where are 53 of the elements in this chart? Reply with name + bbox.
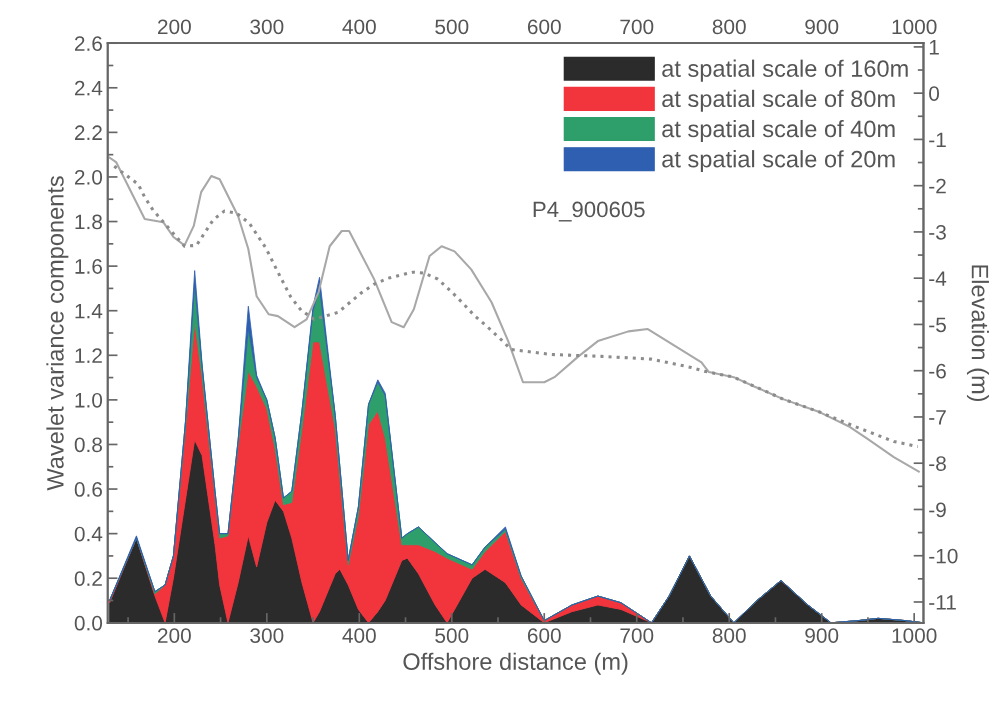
y2-axis-title: Elevation (m): [966, 265, 989, 402]
legend-label: at spatial scale of 20m: [662, 150, 895, 173]
x-tick-label: 1000: [892, 628, 937, 643]
y-tick-label: 0.2: [74, 571, 102, 586]
y-tick-label: 2.6: [74, 36, 102, 51]
legend-label: at spatial scale of 40m: [662, 119, 895, 142]
x2-tick-label: 600: [527, 19, 561, 35]
y2-tick-label: -11: [929, 595, 956, 610]
x2-tick-label: 700: [620, 19, 654, 35]
y-tick-label: 2.0: [74, 169, 103, 185]
y2-tick-label: -9: [929, 502, 946, 518]
y2-tick-label: -8: [929, 456, 946, 471]
y-tick-label: 0.0: [74, 615, 103, 631]
x2-tick-label: 500: [435, 19, 469, 35]
x-tick-label: 700: [620, 628, 654, 643]
x2-tick-label: 200: [158, 19, 191, 35]
y-tick-label: 2.4: [74, 80, 103, 96]
y-tick-label: 1.2: [75, 348, 102, 363]
y2-tick-label: -10: [929, 548, 958, 564]
y-tick-label: 0.6: [74, 482, 102, 497]
x-tick-label: 800: [712, 628, 746, 643]
x-tick-label: 900: [805, 628, 839, 643]
x2-tick-label: 800: [712, 19, 746, 35]
legend-label: at spatial scale of 80m: [662, 89, 895, 112]
y2-tick-label: 1: [929, 40, 939, 55]
x2-tick-label: 1000: [892, 19, 937, 35]
y2-tick-label: -4: [929, 271, 947, 286]
x-tick-label: 500: [435, 628, 469, 643]
y2-tick-label: -2: [929, 178, 946, 194]
y-tick-label: 1.8: [75, 214, 102, 230]
x2-tick-label: 400: [342, 19, 376, 35]
legend-label: at spatial scale of 160m: [662, 59, 908, 82]
y-tick-label: 1.0: [75, 392, 103, 408]
x2-tick-label: 900: [805, 19, 839, 35]
y2-tick-label: -7: [929, 410, 946, 425]
y-tick-label: 2.2: [74, 125, 102, 140]
y2-tick-label: -1: [929, 132, 946, 147]
x-tick-label: 600: [527, 628, 561, 643]
y2-tick-label: -6: [929, 363, 946, 379]
y2-tick-label: 0: [929, 86, 940, 101]
y2-tick-label: -5: [929, 317, 946, 333]
y-tick-label: 0.4: [74, 526, 103, 542]
y-axis-title: Wavelet variance components: [46, 176, 69, 491]
annotation: P4_900605: [533, 201, 645, 222]
y2-tick-label: -3: [929, 224, 946, 240]
y-tick-label: 1.6: [75, 259, 102, 274]
x-axis-title: Offshore distance (m): [403, 652, 628, 675]
y-tick-label: 1.4: [75, 303, 103, 319]
x-tick-label: 400: [342, 628, 376, 643]
x2-tick-label: 300: [250, 19, 284, 35]
x-tick-label: 200: [158, 628, 191, 643]
y-tick-label: 0.8: [74, 437, 102, 453]
x-tick-label: 300: [250, 628, 284, 643]
